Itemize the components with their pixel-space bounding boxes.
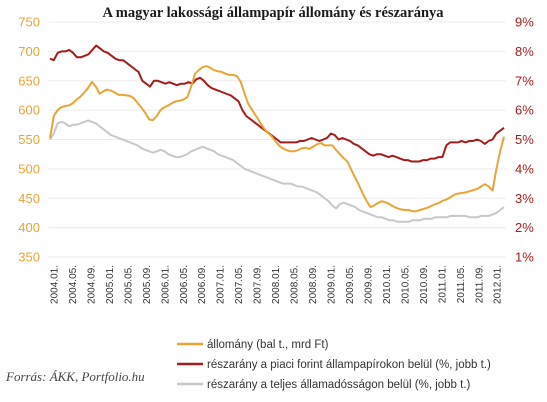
series-line-1 [49,65,505,213]
left-tick-label: 700 [18,44,40,59]
left-tick-label: 400 [18,220,40,235]
series-line-3 [49,119,505,223]
left-axis-ticks: 750 700 650 600 550 500 450 400 350 [18,15,40,265]
right-tick-label: 9% [515,15,534,30]
legend-label: részarány a piaci forint állampapírokon … [207,359,491,371]
series-lines [49,44,505,223]
x-tick-label: 2004.01. [50,265,61,304]
legend-label: részarány a teljes államadósságon belül … [207,379,471,391]
x-tick-label: 2011.05. [456,265,467,303]
x-tick-label: 2007.01. [216,265,227,304]
right-tick-label: 6% [515,103,534,118]
x-tick-label: 2004.09. [86,265,97,304]
left-tick-label: 750 [18,15,40,30]
x-tick-label: 2007.09. [253,265,264,304]
x-tick-label: 2005.01. [105,265,116,304]
x-tick-label: 2005.09. [142,265,153,304]
series-line-2 [49,44,505,163]
right-tick-label: 1% [515,250,534,265]
x-tick-label: 2006.01. [160,265,171,304]
right-tick-label: 5% [515,132,534,147]
x-tick-label: 2008.01. [271,265,282,304]
x-tick-label: 2008.09. [308,265,319,304]
x-tick-label: 2009.01. [327,265,338,304]
x-tick-label: 2007.05. [234,265,245,304]
right-tick-label: 8% [515,44,534,59]
x-tick-label: 2012.01. [493,265,504,304]
source-text: Forrás: ÁKK, Portfolio.hu [5,369,145,384]
left-tick-label: 600 [18,103,40,118]
x-tick-label: 2010.05. [400,265,411,304]
legend-label: állomány (bal t., mrd Ft) [207,339,329,351]
left-tick-label: 550 [18,132,40,147]
legend: állomány (bal t., mrd Ft) részarány a pia… [177,339,491,391]
x-tick-label: 2011.01. [437,265,448,303]
chart-title: A magyar lakossági állampapír állomány é… [102,5,444,21]
x-tick-label: 2006.09. [197,265,208,304]
left-tick-label: 650 [18,73,40,88]
x-tick-label: 2010.09. [419,265,430,304]
left-tick-label: 350 [18,250,40,265]
right-tick-label: 3% [515,191,534,206]
left-tick-label: 500 [18,161,40,176]
x-tick-label: 2009.09. [363,265,374,304]
right-axis-ticks: 9% 8% 7% 6% 5% 4% 3% 2% 1% [515,15,534,265]
x-tick-label: 2011.09. [474,265,485,303]
x-tick-label: 2010.01. [382,265,393,304]
x-tick-label: 2009.05. [345,265,356,304]
x-tick-label: 2005.05. [123,265,134,304]
right-tick-label: 4% [515,161,534,176]
x-tick-label: 2006.05. [179,265,190,304]
x-axis-ticks: 2004.01. 2004.05. 2004.09. 2005.01. 2005.05.… [50,265,504,304]
left-tick-label: 450 [18,191,40,206]
x-tick-label: 2004.05. [68,265,79,304]
right-tick-label: 2% [515,220,534,235]
x-tick-label: 2008.05. [290,265,301,304]
right-tick-label: 7% [515,73,534,88]
